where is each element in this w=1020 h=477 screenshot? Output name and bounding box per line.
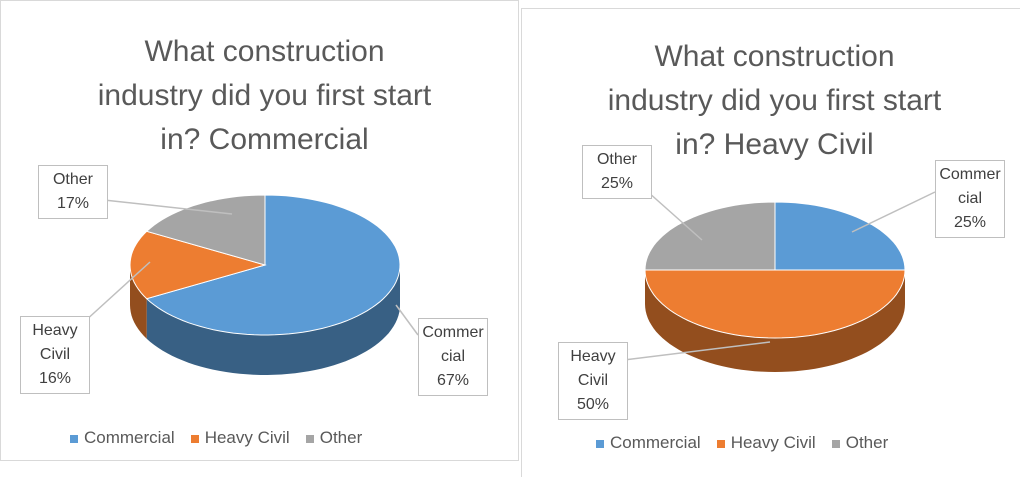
data-label-value: 16% [38, 370, 72, 387]
data-label: Other 25% [582, 145, 652, 199]
chart-title: What construction industry did you first… [607, 40, 942, 161]
leader-line [103, 199, 233, 215]
leader-line [851, 191, 936, 233]
legend-item: Heavy Civil [716, 433, 816, 452]
chart-title: What construction industry did you first… [97, 35, 432, 156]
slice-side [146, 265, 400, 375]
data-label: Commercial 67% [418, 318, 488, 396]
legend-item: Other [831, 433, 889, 452]
data-label: Heavy Civil 50% [558, 342, 628, 420]
data-label: Heavy Civil 16% [20, 316, 90, 394]
legend-swatch [831, 439, 840, 448]
data-label-category: Commercial [422, 324, 484, 365]
slice [644, 201, 776, 271]
slice-side [645, 270, 905, 372]
legend-swatch [596, 439, 604, 448]
legend-swatch [305, 434, 314, 443]
panel-border [0, 0, 519, 461]
slice-side [130, 265, 147, 339]
legend-item: Other [305, 428, 363, 447]
data-label-value: 17% [56, 195, 90, 212]
data-label-value: 50% [576, 396, 610, 413]
data-label-value: 25% [953, 214, 987, 231]
data-label: Other 17% [38, 165, 108, 219]
slice [145, 194, 266, 266]
legend-swatch [716, 439, 725, 448]
panel-border [521, 8, 1020, 477]
leader-line [83, 261, 151, 323]
legend-label: Other [845, 433, 889, 452]
data-label-value: 25% [600, 175, 634, 192]
leader-line [623, 341, 771, 361]
slice [774, 201, 906, 271]
legend-item: Heavy Civil [190, 428, 290, 447]
data-label-category: Other [596, 151, 637, 168]
legend-label: Commercial [84, 428, 175, 447]
legend-item: Commercial [596, 433, 701, 452]
legend-label: Other [319, 428, 363, 447]
slice [644, 269, 906, 339]
leader-line [647, 191, 703, 241]
data-label-category: Other [52, 171, 93, 188]
data-label-category: Heavy Civil [570, 348, 616, 389]
slice [129, 230, 267, 300]
legend-label: Commercial [610, 433, 701, 452]
legend-swatch [190, 434, 199, 443]
data-label-category: Heavy Civil [32, 322, 78, 363]
legend: Commercial Heavy Civil Other [596, 433, 904, 453]
data-label-category: Commercial [939, 166, 1001, 207]
legend: Commercial Heavy Civil Other [70, 428, 378, 448]
legend-label: Heavy Civil [204, 428, 290, 447]
slice [145, 194, 401, 336]
data-label-value: 67% [436, 372, 470, 389]
legend-swatch [70, 434, 78, 443]
legend-label: Heavy Civil [730, 433, 816, 452]
legend-item: Commercial [70, 428, 175, 447]
leader-line [395, 304, 419, 336]
data-label: Commercial 25% [935, 160, 1005, 238]
